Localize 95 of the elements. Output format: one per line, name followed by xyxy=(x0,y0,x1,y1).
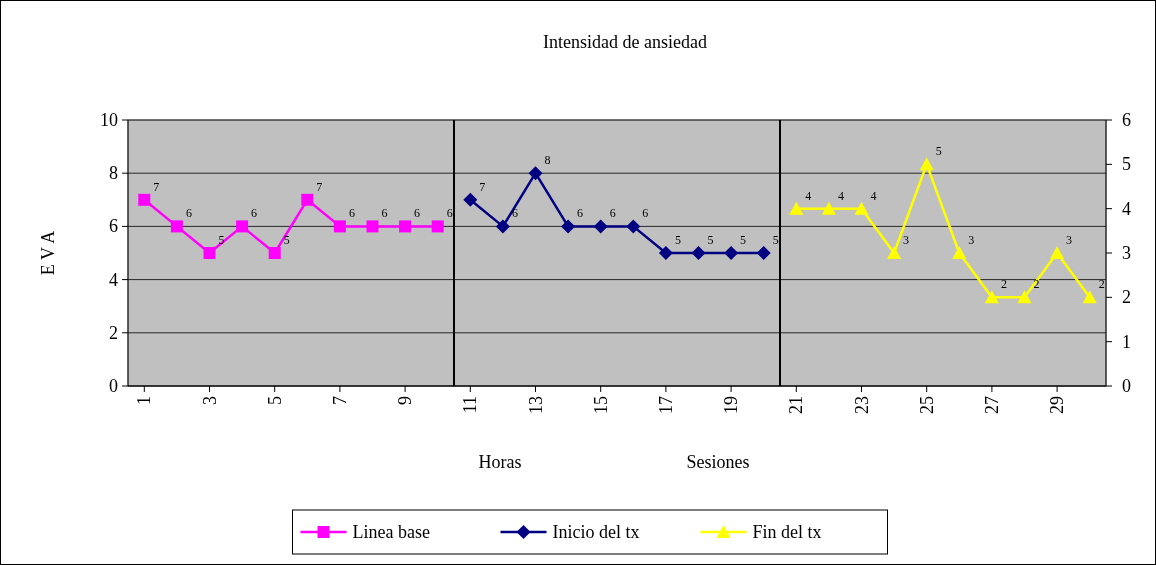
point xyxy=(658,246,673,260)
point xyxy=(821,201,836,215)
point xyxy=(854,201,869,215)
y-tick-label: 8 xyxy=(109,163,118,184)
legend-label: Fin del tx xyxy=(752,522,822,542)
y-tick-label: 0 xyxy=(109,376,118,396)
chart-title: Intensidad de ansiedad xyxy=(543,32,707,52)
point xyxy=(952,246,967,259)
y-tick-label: 10 xyxy=(100,110,118,130)
point xyxy=(724,246,739,260)
point xyxy=(138,193,151,206)
data-label: 6 xyxy=(185,206,192,221)
x-tick-label: 21 xyxy=(786,396,807,414)
data-label: 6 xyxy=(348,206,355,221)
data-label: 3 xyxy=(903,233,910,247)
data-label: 7 xyxy=(479,179,486,194)
legend-label: Linea base xyxy=(352,522,430,542)
point xyxy=(984,290,999,304)
legend-label: Inicio del tx xyxy=(552,522,640,542)
point xyxy=(887,246,902,259)
x-tick-label: 23 xyxy=(851,396,872,414)
data-label: 5 xyxy=(674,233,681,247)
data-label: 5 xyxy=(740,233,747,247)
point xyxy=(919,157,934,171)
point xyxy=(561,219,576,234)
data-label: 2 xyxy=(1098,277,1105,292)
point xyxy=(170,220,183,233)
data-label: 5 xyxy=(707,233,714,247)
x-tick-label: 25 xyxy=(916,396,937,414)
x-tick-label: 11 xyxy=(460,396,481,414)
data-label: 6 xyxy=(381,206,388,221)
y2-tick-label: 3 xyxy=(1122,243,1131,263)
data-label: 6 xyxy=(446,206,453,221)
data-label: 6 xyxy=(642,206,649,221)
x-tick-label: 9 xyxy=(395,396,416,405)
data-label: 2 xyxy=(1000,277,1007,292)
text: Horas xyxy=(478,452,522,472)
point xyxy=(333,220,346,233)
x-tick-label: 19 xyxy=(721,396,742,414)
y2-tick-label: 6 xyxy=(1122,110,1131,130)
point xyxy=(268,247,281,259)
y-tick-label: 4 xyxy=(109,269,118,290)
x-tick-label: 15 xyxy=(590,396,611,414)
x-tick-label: 3 xyxy=(199,396,220,405)
data-label: 4 xyxy=(837,188,844,203)
y-tick-label: 2 xyxy=(109,322,118,343)
data-label: 8 xyxy=(544,153,551,168)
y2-tick-label: 0 xyxy=(1122,376,1131,396)
x-tick-label: 13 xyxy=(525,396,546,414)
point xyxy=(1050,246,1065,259)
data-label: 7 xyxy=(316,179,323,194)
x-tick-label: 1 xyxy=(134,396,155,405)
point xyxy=(203,247,216,259)
data-label: 6 xyxy=(414,206,421,221)
text: Sesiones xyxy=(686,452,750,472)
y2-tick-label: 5 xyxy=(1122,154,1131,175)
point xyxy=(463,192,478,207)
x-tick-label: 17 xyxy=(655,396,676,414)
point xyxy=(626,219,641,234)
point xyxy=(399,220,412,233)
data-label: 3 xyxy=(1066,233,1073,247)
data-label: 6 xyxy=(251,206,258,221)
data-label: 6 xyxy=(511,206,518,221)
data-label: 6 xyxy=(609,206,616,221)
x-tick-label: 27 xyxy=(981,396,1002,414)
data-label: 5 xyxy=(218,233,225,247)
x-tick-label: 7 xyxy=(329,396,350,405)
y-tick-label: 6 xyxy=(109,216,118,237)
data-label: 7 xyxy=(153,179,160,194)
point xyxy=(691,246,706,260)
y2-tick-label: 1 xyxy=(1122,331,1131,352)
point xyxy=(789,201,804,215)
data-label: 3 xyxy=(968,233,975,247)
x-tick-label: 5 xyxy=(264,396,285,405)
data-label: 5 xyxy=(283,233,290,247)
point xyxy=(1017,290,1032,304)
point xyxy=(756,246,771,260)
data-label: 5 xyxy=(935,144,942,159)
point xyxy=(528,166,543,181)
data-label: 2 xyxy=(1033,277,1040,292)
point xyxy=(366,220,379,233)
x-tick-label: 29 xyxy=(1047,396,1068,414)
y-axis-title: E V A xyxy=(38,230,58,276)
data-label: 6 xyxy=(577,206,584,221)
point xyxy=(431,220,444,233)
data-label: 4 xyxy=(805,188,812,203)
point xyxy=(1082,290,1097,304)
data-label: 5 xyxy=(772,233,779,247)
point xyxy=(236,220,249,233)
y2-tick-label: 4 xyxy=(1122,198,1131,219)
y2-tick-label: 2 xyxy=(1122,287,1131,308)
point xyxy=(593,219,608,234)
point xyxy=(301,193,314,206)
point xyxy=(495,219,510,234)
data-label: 4 xyxy=(870,188,877,203)
